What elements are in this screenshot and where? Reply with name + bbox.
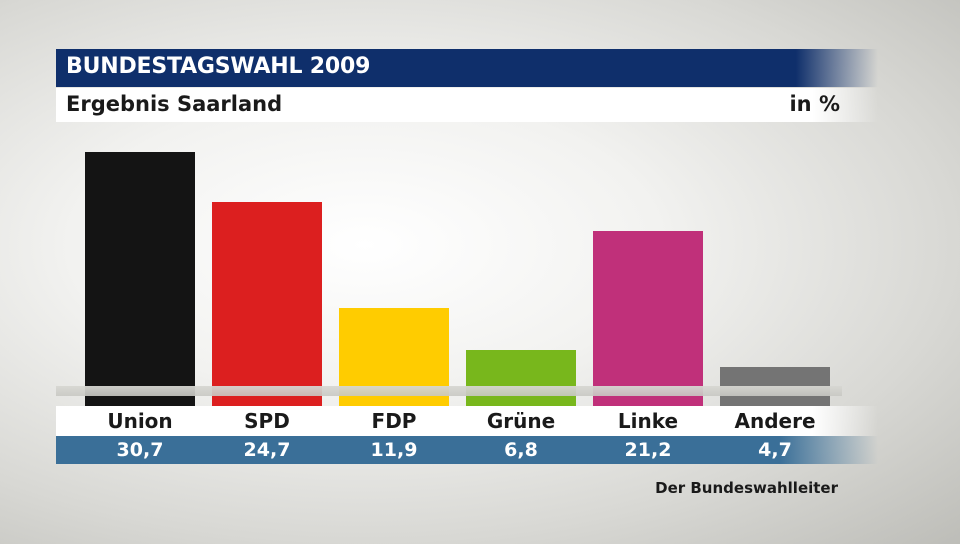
bar-spd — [212, 202, 322, 406]
unit-label: in % — [789, 92, 840, 116]
subtitle-bar: Ergebnis Saarland in % — [56, 88, 878, 122]
category-label-strip: Union SPD FDP Grüne Linke Andere — [56, 406, 878, 436]
category-label: SPD — [244, 409, 290, 433]
bar-grne — [466, 350, 576, 406]
title-bar: BUNDESTAGSWAHL 2009 — [56, 49, 878, 87]
value-label: 11,9 — [370, 439, 418, 461]
category-label: FDP — [371, 409, 417, 433]
baseline-band — [56, 386, 842, 396]
category-label: Linke — [617, 409, 679, 433]
value-label: 4,7 — [758, 439, 792, 461]
category-label: Andere — [734, 409, 816, 433]
value-label-strip: 30,7 24,7 11,9 6,8 21,2 4,7 — [56, 436, 878, 464]
bar-linke — [593, 231, 703, 406]
category-label: Grüne — [486, 409, 556, 433]
value-label: 24,7 — [243, 439, 291, 461]
value-label: 30,7 — [116, 439, 164, 461]
category-label: Union — [107, 409, 173, 433]
plot-area — [56, 122, 878, 406]
chart-subtitle: Ergebnis Saarland — [66, 92, 283, 116]
source-credit: Der Bundeswahlleiter — [655, 479, 838, 497]
value-label: 21,2 — [624, 439, 672, 461]
value-label: 6,8 — [504, 439, 538, 461]
chart-title: BUNDESTAGSWAHL 2009 — [66, 54, 371, 79]
bar-union — [85, 152, 195, 406]
